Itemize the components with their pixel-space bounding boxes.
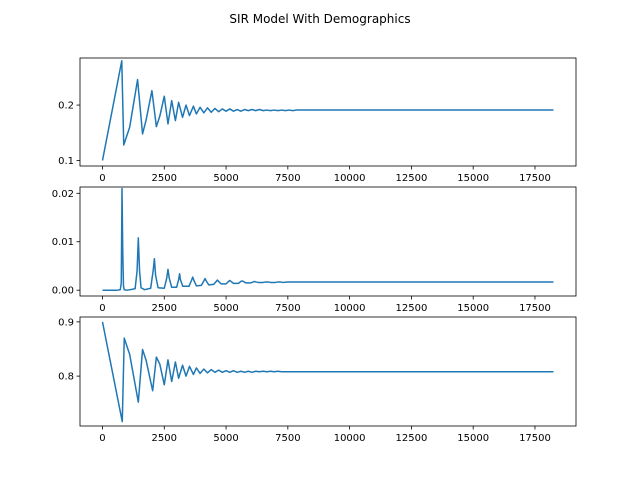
x-tick-label: 12500 bbox=[396, 433, 428, 444]
axes-frame bbox=[79, 316, 577, 427]
subplot-infected: 0 2500 5000 7500 10000 12500 15000 17500 0.00 0.0… bbox=[52, 186, 577, 314]
x-tick-label: 15000 bbox=[457, 173, 489, 184]
x-tick-label: 7500 bbox=[275, 433, 300, 444]
x-tick-label: 17500 bbox=[519, 303, 551, 314]
y-tick-label: 0.2 bbox=[58, 101, 74, 112]
x-tick-label: 10000 bbox=[334, 303, 366, 314]
x-tick-label: 2500 bbox=[152, 303, 177, 314]
x-tick-label: 12500 bbox=[396, 173, 428, 184]
x-tick-label: 17500 bbox=[519, 433, 551, 444]
x-tick-label: 17500 bbox=[519, 173, 551, 184]
x-tick-label: 2500 bbox=[152, 433, 177, 444]
subplot-recovered: 0 2500 5000 7500 10000 12500 15000 17500 0.8 0.9 bbox=[58, 316, 577, 444]
subplot-susceptible: 0 2500 5000 7500 10000 12500 15000 17500 0.1 0.2 bbox=[58, 57, 577, 184]
y-tick-label: 0.01 bbox=[52, 237, 74, 248]
x-tick-label: 10000 bbox=[334, 173, 366, 184]
x-tick-label: 5000 bbox=[213, 173, 238, 184]
x-tick-label: 5000 bbox=[213, 433, 238, 444]
series-line bbox=[102, 187, 554, 291]
x-tick-label: 5000 bbox=[213, 303, 238, 314]
series-line bbox=[101, 60, 554, 161]
x-tick-label: 15000 bbox=[457, 433, 489, 444]
y-tick-label: 0.1 bbox=[58, 156, 74, 167]
chart-title: SIR Model With Demographics bbox=[229, 12, 410, 26]
x-tick-label: 12500 bbox=[396, 303, 428, 314]
x-tick-label: 0 bbox=[99, 303, 105, 314]
axes-frame bbox=[79, 57, 577, 167]
y-tick-label: 0.9 bbox=[58, 317, 74, 328]
y-tick-label: 0.00 bbox=[52, 286, 74, 297]
x-tick-label: 0 bbox=[99, 173, 105, 184]
x-tick-label: 15000 bbox=[457, 303, 489, 314]
x-tick-label: 7500 bbox=[275, 173, 300, 184]
y-tick-label: 0.02 bbox=[52, 189, 74, 200]
x-tick-label: 10000 bbox=[334, 433, 366, 444]
x-tick-label: 0 bbox=[99, 433, 105, 444]
x-tick-label: 7500 bbox=[275, 303, 300, 314]
series-line bbox=[101, 321, 554, 423]
x-tick-label: 2500 bbox=[152, 173, 177, 184]
y-tick-label: 0.8 bbox=[58, 372, 74, 383]
